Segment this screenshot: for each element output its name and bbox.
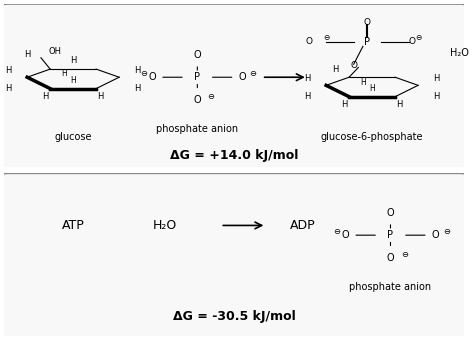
Text: H: H (134, 84, 141, 93)
Text: ⊖: ⊖ (250, 69, 257, 78)
Text: ΔG = -30.5 kJ/mol: ΔG = -30.5 kJ/mol (173, 310, 295, 323)
Text: H: H (70, 56, 76, 66)
Text: phosphate anion: phosphate anion (156, 124, 238, 134)
Text: H: H (24, 50, 30, 59)
Text: H: H (341, 100, 348, 109)
Text: P: P (387, 230, 393, 240)
Text: H: H (70, 76, 76, 85)
Text: O: O (193, 95, 201, 105)
Text: H: H (6, 66, 12, 75)
Text: H: H (98, 92, 104, 101)
Text: H₂O: H₂O (153, 219, 177, 232)
Text: glucose-6-phosphate: glucose-6-phosphate (321, 132, 423, 142)
Text: P: P (365, 36, 371, 47)
Text: P: P (194, 72, 201, 82)
Text: phosphate anion: phosphate anion (349, 282, 431, 292)
Text: ⊖: ⊖ (323, 33, 329, 42)
Text: O: O (364, 18, 371, 27)
Text: O: O (387, 208, 394, 218)
Text: O: O (148, 72, 156, 82)
Text: H: H (6, 84, 12, 93)
Text: O: O (239, 72, 246, 82)
Text: H: H (433, 92, 440, 101)
Text: H: H (61, 69, 67, 79)
Text: ⊖: ⊖ (140, 69, 147, 78)
Text: ΔG = +14.0 kJ/mol: ΔG = +14.0 kJ/mol (170, 149, 298, 162)
Text: O: O (305, 37, 312, 46)
Text: O: O (409, 37, 416, 46)
Text: H: H (369, 84, 375, 93)
Text: H: H (134, 66, 141, 75)
FancyBboxPatch shape (0, 4, 469, 168)
Text: ATP: ATP (62, 219, 84, 232)
Text: H: H (304, 74, 311, 83)
Text: ⊖: ⊖ (208, 92, 215, 101)
Text: O: O (350, 61, 357, 70)
Text: O: O (341, 230, 349, 240)
Text: glucose: glucose (55, 132, 92, 142)
Text: H: H (42, 92, 49, 101)
Text: O: O (387, 253, 394, 263)
Text: ⊖: ⊖ (443, 227, 450, 236)
Text: ⊖: ⊖ (333, 227, 340, 236)
FancyBboxPatch shape (0, 173, 469, 338)
Text: H: H (396, 100, 403, 109)
Text: H: H (304, 92, 311, 101)
Text: OH: OH (48, 47, 61, 56)
Text: O: O (432, 230, 439, 240)
Text: O: O (193, 50, 201, 60)
Text: H₂O: H₂O (450, 48, 469, 58)
Text: H: H (332, 65, 338, 74)
Text: ⊖: ⊖ (401, 250, 408, 259)
Text: H: H (433, 74, 440, 83)
Text: ⊖: ⊖ (415, 33, 421, 42)
Text: ADP: ADP (290, 219, 316, 232)
Text: H: H (360, 78, 366, 87)
